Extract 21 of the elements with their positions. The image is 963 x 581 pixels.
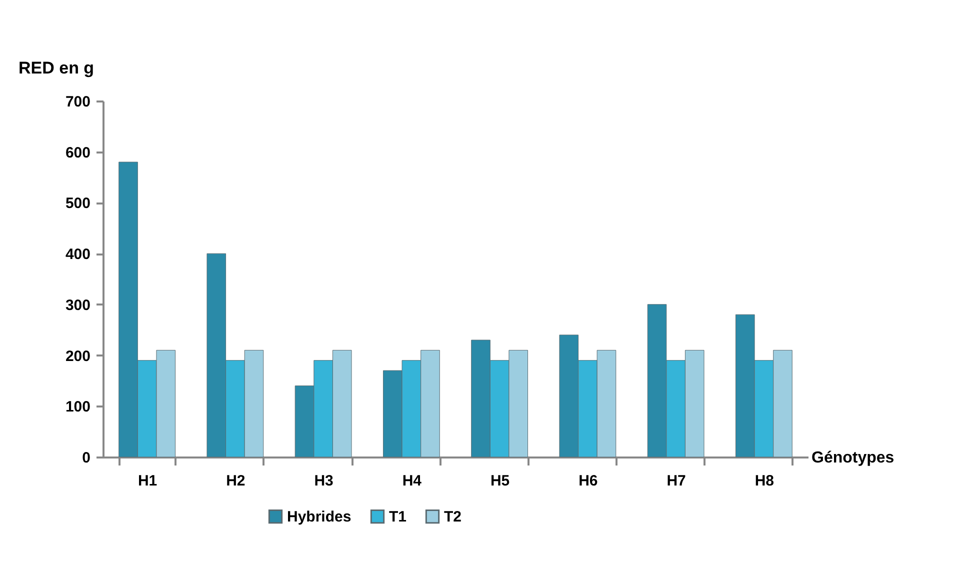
legend-label: T1 — [389, 508, 407, 526]
y-tick-label: 200 — [65, 348, 90, 365]
y-tick-label: 700 — [65, 94, 90, 110]
y-tick-label: 100 — [65, 398, 90, 416]
y-tick-label: 0 — [82, 450, 90, 466]
y-tick-label: 600 — [65, 144, 90, 162]
y-tick-label: 300 — [65, 296, 90, 314]
y-tick-label: 500 — [65, 195, 90, 212]
y-tick-label: 400 — [65, 246, 90, 264]
legend-label: T2 — [444, 508, 462, 526]
x-tick-label: H5 — [490, 472, 510, 490]
legend-label: Hybrides — [287, 508, 352, 526]
x-axis-title: Génotypes — [812, 450, 894, 466]
x-tick-label: H7 — [666, 472, 686, 490]
x-tick-label: H2 — [226, 472, 246, 490]
x-tick-label: H1 — [138, 472, 158, 490]
x-tick-label: H6 — [578, 472, 598, 490]
x-tick-label: H8 — [754, 472, 774, 490]
x-tick-label: H3 — [314, 472, 334, 490]
x-tick-label: H4 — [402, 472, 422, 490]
y-axis-title: RED en g — [18, 58, 94, 78]
